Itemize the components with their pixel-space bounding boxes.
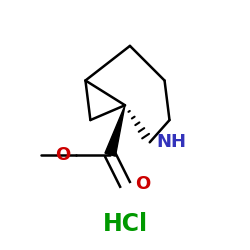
Text: O: O [135, 175, 150, 193]
Text: NH: NH [156, 133, 186, 151]
Text: O: O [55, 146, 70, 164]
Polygon shape [105, 105, 125, 156]
Text: HCl: HCl [102, 212, 148, 236]
